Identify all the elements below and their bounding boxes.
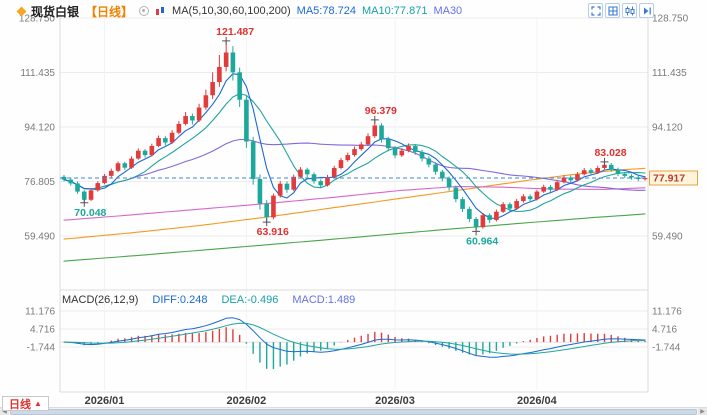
svg-text:-1.744: -1.744 — [652, 342, 681, 353]
svg-text:111.435: 111.435 — [20, 68, 55, 79]
macd-dea-value: DEA:-0.496 — [221, 294, 279, 306]
step-forward-icon — [643, 7, 651, 14]
fullscreen-icon — [590, 5, 601, 16]
last-price-box: 77.917 — [649, 170, 698, 186]
chart-type-button[interactable] — [622, 3, 637, 18]
pane-borders — [59, 14, 649, 393]
instrument-icon — [16, 6, 27, 16]
svg-text:59.490: 59.490 — [652, 232, 683, 243]
chart-header: 现货白银 【日线】 MA(5,10,30,60,100,200) MA5:78.… — [16, 3, 463, 19]
macd-header: MACD(26,12,9) DIFF:0.248 DEA:-0.496 MACD… — [62, 294, 355, 306]
candle-chart-icon — [625, 6, 634, 15]
svg-text:59.490: 59.490 — [24, 232, 55, 243]
svg-text:121.487: 121.487 — [216, 26, 254, 38]
svg-text:70.048: 70.048 — [74, 207, 106, 219]
ma-settings-label: MA(5,10,30,60,100,200) — [172, 5, 291, 17]
timeframe-label: 【日线】 — [85, 4, 134, 19]
svg-text:2026/04: 2026/04 — [517, 395, 558, 407]
svg-text:94.120: 94.120 — [652, 123, 683, 134]
fullscreen-button[interactable] — [588, 3, 603, 18]
x-axis-labels: 2026/01 2026/02 2026/03 2026/04 — [85, 395, 558, 407]
macd-params-label: MACD(26,12,9) — [62, 294, 139, 306]
grid-layer — [60, 17, 648, 390]
ma10-value-label: MA10:77.871 — [362, 5, 428, 17]
scrollbar-thumb[interactable] — [10, 409, 697, 415]
chevron-up-icon: ▲ — [34, 399, 42, 408]
timeframe-tab-label: 日线 — [9, 398, 31, 411]
svg-text:-1.744: -1.744 — [27, 342, 56, 353]
svg-text:2026/02: 2026/02 — [227, 395, 267, 407]
candles-layer[interactable] — [61, 40, 648, 232]
svg-text:76.805: 76.805 — [24, 177, 55, 188]
price-annotations: 121.487 96.379 83.028 70.048 63.916 60.964 — [74, 26, 626, 248]
svg-text:111.435: 111.435 — [652, 68, 687, 79]
svg-text:63.916: 63.916 — [257, 226, 289, 238]
svg-text:4.716: 4.716 — [30, 324, 55, 335]
macd-diff-value: DIFF:0.248 — [152, 294, 208, 306]
svg-text:94.120: 94.120 — [24, 123, 55, 134]
chart-toolbar — [588, 3, 654, 18]
svg-text:11.176: 11.176 — [652, 306, 682, 317]
forward-button[interactable] — [639, 3, 654, 18]
grid-view-button[interactable] — [605, 3, 620, 18]
symbol-name: 现货白银 — [31, 4, 80, 19]
ma5-value-label: MA5:78.724 — [296, 5, 356, 17]
macd-lines — [63, 317, 646, 358]
settings-icon[interactable] — [139, 6, 150, 16]
macd-hist-value: MACD:1.489 — [292, 294, 356, 306]
ma-lines-layer — [63, 73, 646, 262]
svg-text:96.379: 96.379 — [365, 105, 397, 117]
horizontal-scrollbar[interactable]: ◀ ▶ — [0, 407, 707, 415]
timeframe-selector-tab[interactable]: 日线 ▲ — [2, 396, 49, 411]
svg-text:128.750: 128.750 — [19, 14, 56, 25]
grid-icon — [607, 5, 618, 16]
svg-text:2026/01: 2026/01 — [85, 395, 125, 407]
scroll-right-arrow-icon[interactable]: ▶ — [698, 408, 707, 415]
svg-text:2026/03: 2026/03 — [375, 395, 415, 407]
svg-text:60.964: 60.964 — [466, 235, 498, 247]
ma30-value-label: MA30 — [433, 5, 463, 17]
scroll-left-arrow-icon[interactable]: ◀ — [0, 408, 9, 415]
svg-text:11.176: 11.176 — [25, 306, 55, 317]
svg-text:128.750: 128.750 — [652, 14, 689, 25]
candlestick-icon — [155, 6, 166, 17]
svg-text:77.917: 77.917 — [653, 173, 685, 185]
svg-text:83.028: 83.028 — [594, 147, 626, 159]
svg-text:4.716: 4.716 — [652, 324, 677, 335]
